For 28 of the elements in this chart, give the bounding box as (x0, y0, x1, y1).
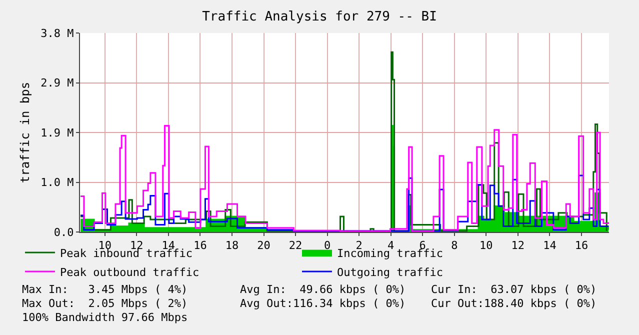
y-tick-label: 2.9 M (40, 76, 74, 90)
text: Avg In: 49.66 kbps ( 0%) (240, 283, 406, 296)
y-tick-label: 1.9 M (40, 126, 74, 140)
x-tick-label: 10 (480, 239, 493, 252)
text: Cur In: 63.07 kbps ( 0%) (431, 283, 597, 296)
text: Max In: 3.45 Mbps ( 4%) (22, 283, 188, 296)
y-tick-label: 1.0 M (40, 176, 74, 190)
legend-label: Peak outbound traffic (60, 266, 200, 279)
x-tick-label: 14 (543, 239, 557, 252)
x-tick-label: 16 (574, 239, 588, 252)
x-tick-label: 12 (511, 239, 525, 252)
chart-title: Traffic Analysis for 279 -- BI (202, 10, 437, 25)
x-tick-label: 4 (388, 239, 395, 252)
x-tick-label: 0 (324, 239, 331, 252)
legend-label: Outgoing traffic (337, 266, 443, 279)
x-tick-label: 8 (451, 239, 458, 252)
x-tick-label: 18 (225, 239, 239, 252)
text: Max Out: 2.05 Mbps ( 2%) (22, 297, 188, 310)
y-axis-title: traffic in bps (18, 82, 32, 184)
x-tick-label: 22 (288, 239, 302, 252)
x-tick-label: 20 (257, 239, 270, 252)
text: Cur Out:188.40 kbps ( 0%) (431, 297, 597, 310)
y-tick-label: 3.8 M (40, 26, 74, 40)
text: Avg Out:116.34 kbps ( 0%) (240, 297, 406, 310)
x-tick-label: 2 (356, 239, 362, 252)
y-tick-label: 0.0 (54, 226, 74, 239)
text: 100% Bandwidth 97.66 Mbps (22, 311, 188, 324)
x-tick-label: 16 (194, 239, 207, 252)
